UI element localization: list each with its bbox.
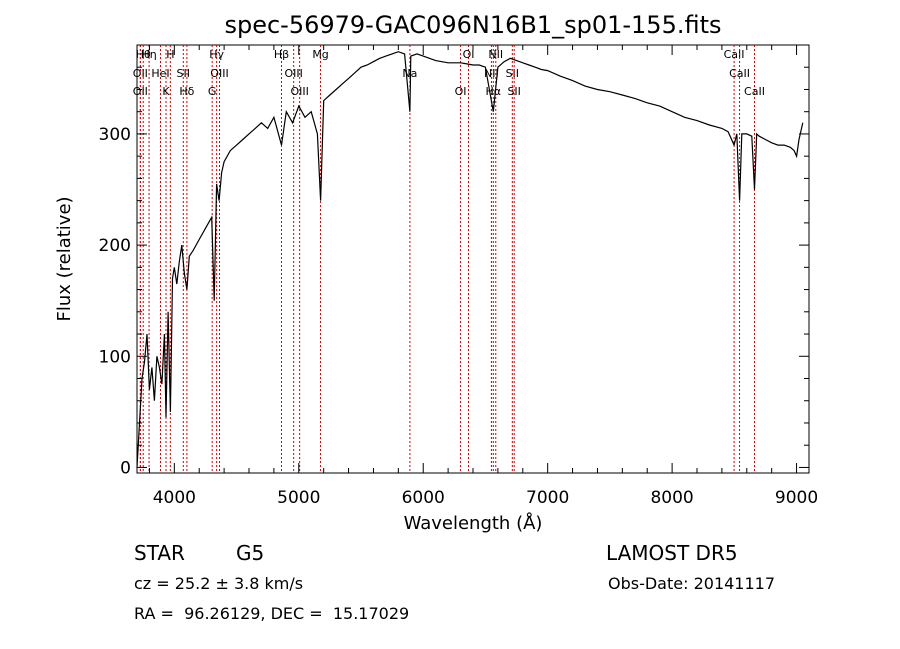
y-tick-label: 200 [99, 236, 131, 256]
y-axis-label: Flux (relative) [54, 196, 75, 321]
x-tick-label: 7000 [526, 488, 569, 508]
x-tick-label: 6000 [402, 488, 445, 508]
line-marker-label: CaII [724, 48, 745, 61]
redshift-cz: cz = 25.2 ± 3.8 km/s [134, 574, 304, 593]
x-tick-label: 9000 [775, 488, 818, 508]
line-marker-label: Hη [141, 48, 156, 61]
subclass: G5 [236, 541, 265, 565]
line-marker-label: H [166, 48, 174, 61]
axes: 4000 5000 6000 7000 8000 9000 0 100 200 300 [99, 45, 818, 508]
line-marker-label: OIII [210, 67, 228, 80]
x-tick-label: 4000 [153, 488, 196, 508]
line-marker-label: OIII [284, 67, 302, 80]
line-marker-label: OII [133, 85, 148, 98]
y-tick-label: 0 [120, 458, 131, 478]
spectrum-line [136, 51, 804, 468]
line-markers: HθOIIOIIHηHeIKHSIIHδHγOIIIGHβOIIIOIIIMgN… [133, 45, 765, 473]
line-marker-label: Hα [486, 85, 502, 98]
x-tick-label: 8000 [650, 488, 693, 508]
plot-frame [136, 44, 810, 474]
line-marker-label: Hγ [209, 48, 224, 61]
observation-date: Obs-Date: 20141117 [608, 574, 776, 593]
line-marker-label: OIII [290, 85, 308, 98]
line-marker-label: CaII [729, 67, 750, 80]
line-marker-label: G [208, 85, 217, 98]
x-axis-label: Wavelength (Å) [404, 512, 543, 534]
x-tick-label: 5000 [277, 488, 320, 508]
line-marker-label: CaII [744, 85, 765, 98]
line-marker-label: Hβ [274, 48, 289, 61]
chart-title: spec-56979-GAC096N16B1_sp01-155.fits [224, 11, 721, 39]
line-marker-label: K [162, 85, 170, 98]
object-class: STAR [134, 541, 185, 565]
line-marker-label: Hδ [179, 85, 194, 98]
line-marker-label: SII [506, 67, 519, 80]
y-tick-label: 100 [99, 347, 131, 367]
y-tick-label: 300 [99, 125, 131, 145]
coordinates: RA = 96.26129, DEC = 15.17029 [134, 604, 410, 623]
line-marker-label: NII [488, 48, 503, 61]
line-marker-label: SII [177, 67, 190, 80]
line-marker-label: NII [484, 67, 499, 80]
line-marker-label: OI [455, 85, 467, 98]
survey-name: LAMOST DR5 [606, 541, 738, 565]
line-marker-label: SII [507, 85, 520, 98]
line-marker-label: OI [463, 48, 475, 61]
line-marker-label: Mg [312, 48, 328, 61]
line-marker-label: HeI [151, 67, 169, 80]
line-marker-label: Hθ [136, 48, 151, 61]
